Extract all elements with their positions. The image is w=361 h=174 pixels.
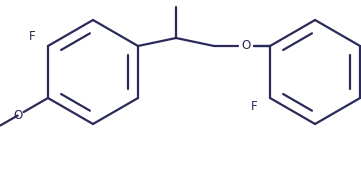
Text: O: O (13, 109, 22, 122)
Text: F: F (29, 30, 36, 44)
Text: NH: NH (165, 0, 183, 2)
Text: O: O (242, 39, 251, 53)
Text: F: F (251, 101, 258, 113)
